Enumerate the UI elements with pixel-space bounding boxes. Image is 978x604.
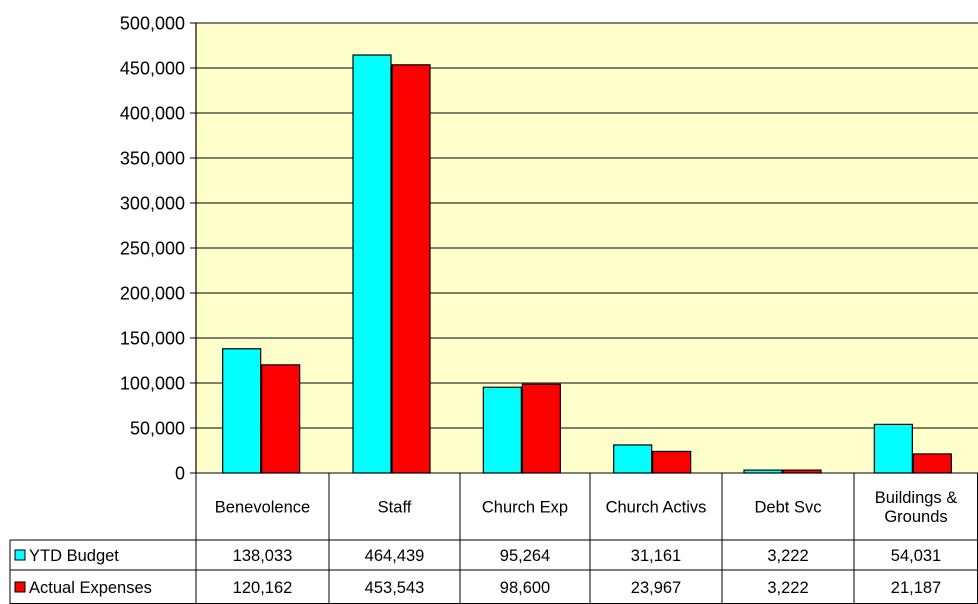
- bar-actual-expenses: [391, 64, 431, 474]
- legend-key-actual-expenses: [14, 581, 26, 593]
- legend-label: YTD Budget: [29, 547, 119, 565]
- data-label: 464,439: [365, 547, 425, 565]
- data-label: 21,187: [891, 579, 941, 597]
- data-label: 54,031: [891, 547, 941, 565]
- bars-group: [222, 54, 952, 474]
- y-tick-label: 150,000: [120, 329, 185, 349]
- data-label: 3,222: [767, 579, 808, 597]
- y-tick-label: 300,000: [120, 194, 185, 214]
- y-tick-label: 350,000: [120, 149, 185, 169]
- data-label: 95,264: [500, 547, 550, 565]
- data-label: 138,033: [233, 547, 293, 565]
- y-tick-label: 0: [175, 464, 185, 484]
- bar-ytd-budget: [222, 348, 262, 474]
- bar-ytd-budget: [873, 423, 913, 474]
- y-tick-label: 400,000: [120, 104, 185, 124]
- x-tick-label: Staff: [378, 499, 412, 517]
- x-tick-label: Church Activs: [606, 499, 707, 517]
- data-label: 120,162: [233, 579, 293, 597]
- bar-ytd-budget: [482, 386, 522, 474]
- bar-ytd-budget: [352, 54, 392, 474]
- y-tick-label: 50,000: [130, 419, 185, 439]
- data-label: 23,967: [631, 579, 681, 597]
- x-tick-label: Benevolence: [215, 499, 310, 517]
- y-tick-label: 450,000: [120, 59, 185, 79]
- y-tick-label: 500,000: [120, 14, 185, 34]
- bar-actual-expenses: [652, 450, 692, 474]
- bar-actual-expenses: [912, 453, 952, 474]
- data-label: 3,222: [767, 547, 808, 565]
- y-tick-label: 100,000: [120, 374, 185, 394]
- x-tick-label: Buildings &: [875, 489, 958, 507]
- bar-actual-expenses: [521, 383, 561, 474]
- legend-label: Actual Expenses: [29, 579, 152, 597]
- x-tick-label: Grounds: [884, 508, 947, 526]
- data-label: 98,600: [500, 579, 550, 597]
- bar-ytd-budget: [613, 444, 653, 474]
- bar-actual-expenses: [261, 364, 301, 474]
- y-tick-label: 200,000: [120, 284, 185, 304]
- x-tick-label: Church Exp: [482, 499, 568, 517]
- data-label: 453,543: [365, 579, 425, 597]
- legend-key-ytd-budget: [14, 549, 26, 561]
- data-label: 31,161: [631, 547, 681, 565]
- data-table: Benevolence Staff Church Exp Church Activs D…: [9, 472, 978, 604]
- y-tick-label: 250,000: [120, 239, 185, 259]
- x-tick-label: Debt Svc: [755, 499, 822, 517]
